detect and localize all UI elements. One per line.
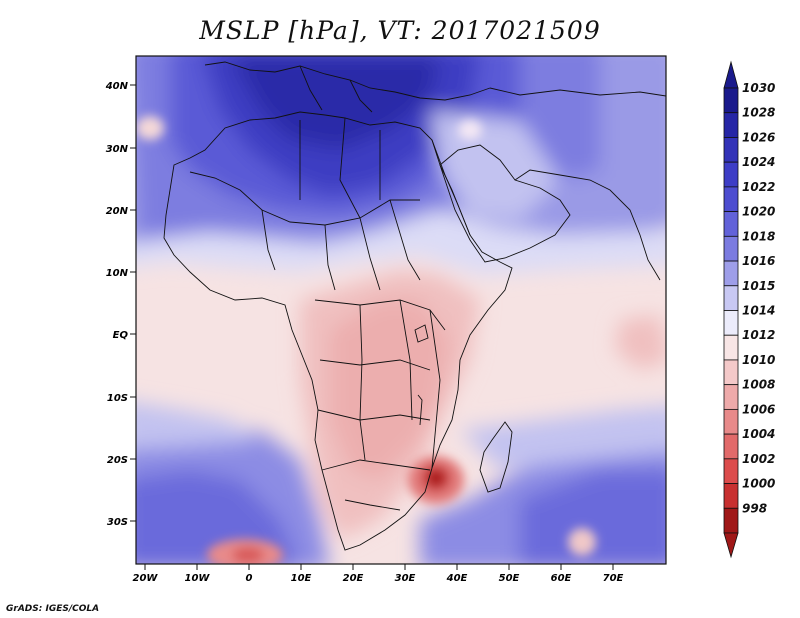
lon-label: 10W <box>185 573 211 584</box>
colorbar-label: 1030 <box>742 81 775 95</box>
lon-label: 0 <box>246 573 253 584</box>
lat-label: EQ <box>113 330 129 341</box>
lon-label: 20W <box>133 573 159 584</box>
colorbar-label: 1018 <box>742 229 775 243</box>
colorbar-swatch <box>723 235 739 262</box>
map-title: MSLP [hPa], VT: 2017021509 <box>199 16 601 45</box>
colorbar-label: 1010 <box>742 353 775 367</box>
lat-label: 10N <box>106 268 129 279</box>
colorbar-swatch <box>723 112 739 138</box>
credit-text: GrADS: IGES/COLA <box>6 604 100 614</box>
colorbar-label: 1016 <box>742 254 775 268</box>
colorbar-swatch <box>723 408 739 435</box>
colorbar-swatch <box>723 260 739 287</box>
colorbar-label: 1022 <box>742 180 775 194</box>
colorbar-swatch <box>723 87 739 114</box>
lat-label: 30N <box>106 144 129 155</box>
pressure-field <box>136 56 666 564</box>
lon-label: 10E <box>291 573 312 584</box>
lon-label: 30E <box>395 573 416 584</box>
colorbar-swatch <box>723 161 739 188</box>
colorbar-label: 1020 <box>742 205 775 219</box>
colorbar-label: 1026 <box>742 130 775 144</box>
lat-label: 20N <box>106 206 129 217</box>
colorbar-swatch <box>723 384 739 410</box>
colorbar-swatch <box>723 285 739 311</box>
colorbar-swatch <box>723 458 739 484</box>
colorbar-swatch <box>723 433 739 460</box>
colorbar-swatch <box>723 186 739 213</box>
lat-axis: 40N 30N 20N 10N EQ 10S 20S 30S <box>105 81 136 528</box>
lat-label: 10S <box>107 393 128 404</box>
colorbar-arrow-top <box>723 60 739 89</box>
colorbar-label: 1014 <box>742 304 775 318</box>
lat-label: 40N <box>105 81 129 92</box>
colorbar-swatch <box>723 211 739 237</box>
colorbar: 1030 1028 1026 1024 1022 1020 1018 1016 1015 1014… <box>723 60 775 559</box>
lon-label: 20E <box>343 573 364 584</box>
lat-label: 20S <box>107 455 128 466</box>
colorbar-label: 1002 <box>742 452 775 466</box>
colorbar-arrow-bottom <box>723 532 739 559</box>
colorbar-swatch <box>723 310 739 336</box>
colorbar-label: 1008 <box>742 378 775 392</box>
colorbar-swatch <box>723 507 739 534</box>
colorbar-swatch <box>723 334 739 361</box>
colorbar-swatch <box>723 483 739 509</box>
colorbar-swatch <box>723 137 739 163</box>
lon-axis: 20W 10W 0 10E 20E 30E 40E 50E 60E 70E <box>133 564 624 584</box>
lat-label: 30S <box>107 517 128 528</box>
lon-label: 70E <box>603 573 624 584</box>
lon-label: 60E <box>551 573 572 584</box>
coastlines <box>163 61 666 551</box>
colorbar-label: 1028 <box>742 106 775 120</box>
colorbar-label: 998 <box>742 501 767 515</box>
colorbar-label: 1004 <box>742 427 775 441</box>
lon-label: 40E <box>446 573 468 584</box>
colorbar-label: 1000 <box>742 477 775 491</box>
colorbar-label: 1006 <box>742 402 775 416</box>
colorbar-swatch <box>723 359 739 386</box>
colorbar-label: 1024 <box>742 155 775 169</box>
lon-label: 50E <box>499 573 520 584</box>
colorbar-label: 1015 <box>742 279 775 293</box>
colorbar-label: 1012 <box>742 328 775 342</box>
